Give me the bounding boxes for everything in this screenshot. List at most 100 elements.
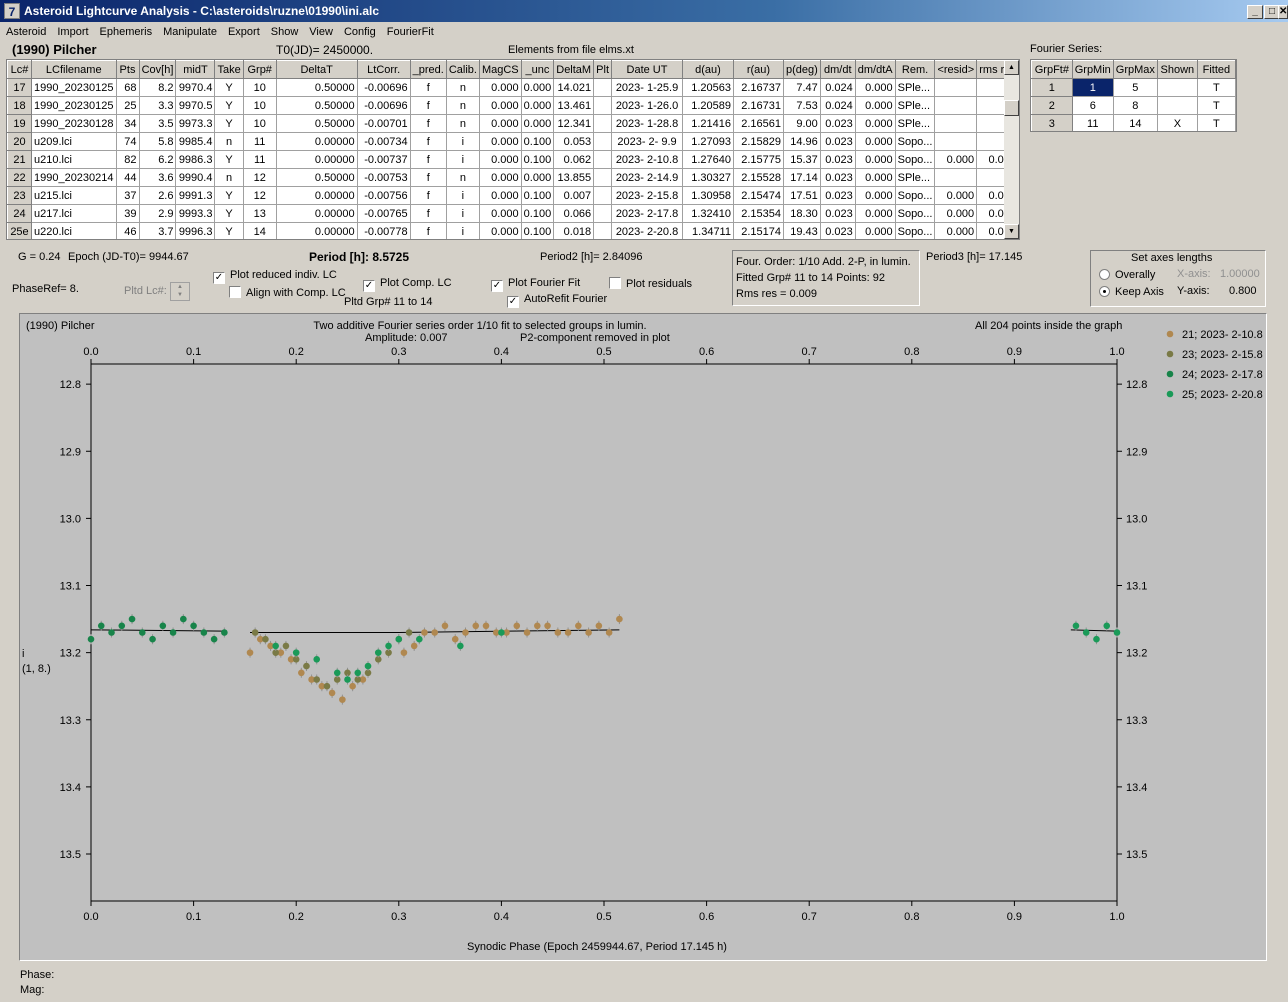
table-cell[interactable]: n (445, 114, 480, 133)
table-cell[interactable]: 0.024 (819, 78, 856, 97)
table-cell[interactable]: 12.341 (553, 114, 595, 133)
row-header[interactable]: 25e (7, 222, 32, 239)
table-cell[interactable]: 13.855 (553, 168, 595, 187)
table-cell[interactable]: 5.8 (138, 132, 177, 151)
row-header[interactable]: 19 (7, 114, 32, 133)
table-cell[interactable]: 0.000 (478, 114, 522, 133)
table-cell[interactable] (934, 96, 978, 115)
table-cell[interactable]: u215.lci (30, 186, 117, 205)
table-cell[interactable] (593, 114, 613, 133)
table-cell[interactable]: n (214, 168, 244, 187)
align-checkbox[interactable]: Align with Comp. LC (229, 286, 346, 299)
table-cell[interactable]: 13.461 (553, 96, 595, 115)
plot-comp-checkbox[interactable]: ✓ Plot Comp. LC (363, 277, 452, 292)
table-cell[interactable]: 1.30958 (682, 186, 734, 205)
table-cell[interactable]: 0.023 (819, 222, 856, 239)
table-cell[interactable]: 9990.4 (175, 168, 216, 187)
table-cell[interactable]: n (214, 132, 244, 151)
table-cell[interactable]: 0.000 (478, 204, 522, 223)
col-header[interactable]: Rem. (894, 60, 936, 79)
fourier-cell[interactable] (1156, 78, 1198, 97)
table-cell[interactable] (934, 132, 978, 151)
table-cell[interactable]: 2.16737 (732, 78, 784, 97)
table-row[interactable]: 21 u210.lci 82 6.2 9986.3 Y 11 0.00000 -0.00737 f… (7, 150, 1019, 169)
table-cell[interactable]: 0.000 (854, 222, 896, 239)
table-cell[interactable]: 9970.5 (175, 96, 216, 115)
table-cell[interactable]: 0.00000 (275, 186, 358, 205)
table-cell[interactable]: 1990_20230214 (30, 168, 117, 187)
table-row[interactable]: 24 u217.lci 39 2.9 9993.3 Y 13 0.00000 -0.00765 f… (7, 204, 1019, 223)
fourier-row-header[interactable]: 3 (1031, 114, 1073, 131)
menu-fourierfit[interactable]: FourierFit (386, 26, 434, 38)
table-cell[interactable]: 3.3 (138, 96, 177, 115)
table-cell[interactable]: 0.000 (520, 78, 555, 97)
table-cell[interactable]: Y (214, 114, 244, 133)
table-cell[interactable]: f (409, 78, 447, 97)
fourier-cell[interactable]: T (1196, 78, 1236, 97)
table-cell[interactable]: 9996.3 (175, 222, 216, 239)
close-button[interactable]: ✕ (1278, 5, 1288, 19)
table-cell[interactable]: 17.51 (782, 186, 821, 205)
fourier-cell[interactable] (1156, 96, 1198, 115)
table-cell[interactable]: 0.000 (854, 204, 896, 223)
table-cell[interactable]: 0.100 (520, 186, 555, 205)
table-cell[interactable]: 0.100 (520, 150, 555, 169)
table-cell[interactable]: 0.000 (854, 186, 896, 205)
scroll-down-arrow-icon[interactable]: ▼ (1004, 224, 1019, 239)
table-cell[interactable]: Sopo... (894, 222, 936, 239)
table-cell[interactable]: 1.34711 (682, 222, 734, 239)
fourier-cell[interactable]: 5 (1112, 78, 1158, 97)
table-cell[interactable]: Sopo... (894, 132, 936, 151)
table-row[interactable]: 22 1990_20230214 44 3.6 9990.4 n 12 0.50000 -0.0… (7, 168, 1019, 187)
table-cell[interactable]: 0.100 (520, 222, 555, 239)
table-cell[interactable]: 0.50000 (275, 96, 358, 115)
table-cell[interactable]: 0.000 (934, 150, 978, 169)
table-cell[interactable]: 1.27640 (682, 150, 734, 169)
col-header[interactable]: Date UT (611, 60, 683, 79)
menu-asteroid[interactable]: Asteroid (6, 26, 47, 38)
table-cell[interactable]: 2023- 2-17.8 (611, 204, 683, 223)
table-cell[interactable]: 0.024 (819, 96, 856, 115)
table-cell[interactable]: 1990_20230125 (30, 96, 117, 115)
table-cell[interactable]: 34 (115, 114, 140, 133)
table-cell[interactable]: 0.000 (478, 78, 522, 97)
table-cell[interactable]: Y (214, 222, 244, 239)
table-cell[interactable]: i (445, 186, 480, 205)
col-header[interactable]: dm/dt (819, 60, 856, 79)
table-row[interactable]: 23 u215.lci 37 2.6 9991.3 Y 12 0.00000 -0.00756 f… (7, 186, 1019, 205)
table-cell[interactable]: -0.00737 (356, 150, 411, 169)
table-cell[interactable]: 9985.4 (175, 132, 216, 151)
table-cell[interactable]: 2.16561 (732, 114, 784, 133)
table-cell[interactable]: i (445, 204, 480, 223)
table-cell[interactable]: 6.2 (138, 150, 177, 169)
table-cell[interactable]: 0.000 (854, 150, 896, 169)
table-cell[interactable]: -0.00734 (356, 132, 411, 151)
table-scrollbar[interactable]: ▲ ▼ (1004, 60, 1019, 239)
table-cell[interactable]: -0.00696 (356, 78, 411, 97)
table-cell[interactable]: 0.000 (478, 168, 522, 187)
table-cell[interactable]: SPle... (894, 114, 936, 133)
table-cell[interactable]: 2023- 2-20.8 (611, 222, 683, 239)
menu-export[interactable]: Export (227, 26, 260, 38)
row-header[interactable]: 20 (7, 132, 32, 151)
table-cell[interactable]: 37 (115, 186, 140, 205)
scroll-thumb[interactable] (1004, 100, 1019, 116)
table-cell[interactable]: 1990_20230128 (30, 114, 117, 133)
table-cell[interactable]: 0.007 (553, 186, 595, 205)
table-cell[interactable]: 46 (115, 222, 140, 239)
table-cell[interactable]: -0.00701 (356, 114, 411, 133)
col-header[interactable]: MagCS (478, 60, 522, 79)
table-cell[interactable]: 1.20563 (682, 78, 734, 97)
table-cell[interactable]: 18.30 (782, 204, 821, 223)
table-cell[interactable]: 0.000 (934, 222, 978, 239)
table-cell[interactable]: 9.00 (782, 114, 821, 133)
fourier-col-header[interactable]: GrpFt# (1031, 60, 1073, 79)
col-header[interactable]: LCfilename (30, 60, 117, 79)
fourier-row[interactable]: 3 11 14 X T (1031, 114, 1236, 131)
table-cell[interactable]: 0.000 (520, 168, 555, 187)
table-cell[interactable]: 0.062 (553, 150, 595, 169)
col-header[interactable]: Lc# (7, 60, 32, 79)
fourier-col-header[interactable]: GrpMin (1071, 60, 1114, 79)
table-cell[interactable]: 0.000 (934, 186, 978, 205)
